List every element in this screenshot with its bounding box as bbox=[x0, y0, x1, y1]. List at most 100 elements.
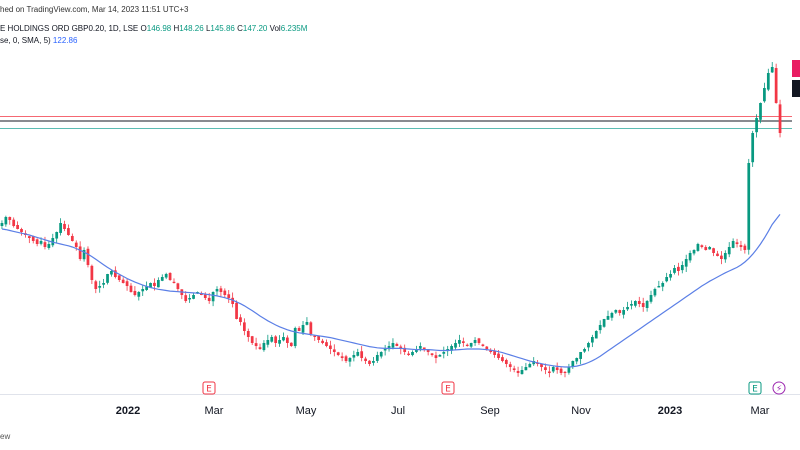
sma-value: 122.86 bbox=[52, 36, 78, 45]
candle bbox=[590, 334, 594, 348]
candle bbox=[637, 296, 641, 308]
horizontal-lines bbox=[0, 116, 792, 129]
candle-body bbox=[716, 253, 719, 256]
candle bbox=[317, 335, 321, 343]
candle bbox=[610, 311, 614, 321]
candle-body bbox=[422, 347, 426, 349]
candle-body bbox=[571, 361, 575, 367]
candle bbox=[438, 354, 442, 357]
earnings-marker[interactable]: E bbox=[202, 381, 216, 395]
candle-body bbox=[465, 344, 469, 346]
candle-body bbox=[458, 340, 461, 344]
candle-body bbox=[610, 313, 614, 318]
candle-body bbox=[59, 223, 62, 233]
candle bbox=[348, 357, 352, 367]
candle bbox=[454, 339, 457, 350]
candle-body bbox=[246, 330, 250, 337]
candle bbox=[141, 285, 145, 296]
marker-glyph: E bbox=[752, 385, 758, 395]
candle-body bbox=[297, 327, 301, 331]
candle bbox=[387, 341, 391, 352]
candle bbox=[184, 291, 188, 303]
candle-body bbox=[117, 275, 121, 280]
candle bbox=[121, 277, 125, 284]
candle-body bbox=[219, 288, 223, 292]
candlesticks bbox=[0, 62, 782, 378]
candle bbox=[356, 348, 360, 357]
candle-body bbox=[305, 322, 309, 325]
earnings-icon bbox=[441, 381, 455, 395]
earnings-marker[interactable]: E bbox=[748, 381, 762, 395]
candle-body bbox=[723, 253, 727, 260]
candle-body bbox=[508, 364, 512, 367]
candle-body bbox=[160, 277, 164, 281]
marker-glyph: ⚡ bbox=[776, 385, 782, 395]
candle bbox=[696, 242, 700, 252]
candle bbox=[4, 215, 8, 227]
candle bbox=[555, 362, 559, 374]
candle-body bbox=[231, 297, 235, 304]
earnings-marker[interactable]: E bbox=[441, 381, 455, 395]
candle bbox=[340, 352, 344, 362]
candle-body bbox=[403, 347, 407, 352]
candle bbox=[700, 244, 704, 249]
candle bbox=[665, 272, 669, 283]
candle bbox=[630, 300, 633, 310]
candle-body bbox=[751, 133, 755, 163]
candle bbox=[164, 272, 168, 280]
candle bbox=[325, 339, 328, 348]
candle bbox=[227, 290, 231, 303]
price-tag-black bbox=[792, 80, 800, 97]
candle-body bbox=[708, 247, 712, 250]
candle bbox=[559, 366, 563, 376]
candle-body bbox=[680, 265, 684, 271]
symbol-label: E HOLDINGS ORD GBP0.20, 1D, LSE bbox=[0, 24, 139, 33]
candle bbox=[763, 82, 766, 103]
candle-body bbox=[0, 223, 4, 226]
sma-label: se, 0, SMA, 5) bbox=[0, 36, 51, 45]
marker-glyph: E bbox=[206, 385, 212, 395]
candle bbox=[289, 342, 293, 347]
candle-body bbox=[12, 219, 16, 226]
candle-body bbox=[411, 352, 414, 356]
footer-text: ew bbox=[0, 432, 11, 441]
candle-body bbox=[641, 303, 645, 307]
candle bbox=[622, 306, 626, 319]
candle-body bbox=[630, 304, 633, 306]
candle bbox=[575, 357, 579, 365]
candle-body bbox=[141, 289, 145, 292]
candle-body bbox=[348, 358, 352, 362]
candle bbox=[172, 278, 176, 284]
candle-body bbox=[254, 343, 258, 346]
candle bbox=[508, 361, 512, 372]
candle bbox=[606, 310, 610, 320]
candle bbox=[583, 347, 586, 353]
candle bbox=[516, 366, 520, 377]
candle-body bbox=[665, 277, 669, 282]
candle-body bbox=[188, 298, 192, 300]
candle-body bbox=[289, 342, 293, 346]
time-axis-label: Sep bbox=[480, 405, 500, 417]
candle-body bbox=[102, 283, 105, 285]
candle-body bbox=[235, 302, 238, 319]
candle bbox=[309, 321, 313, 337]
candle bbox=[219, 285, 223, 298]
event-markers[interactable]: E E E ⚡ bbox=[202, 381, 786, 395]
candle bbox=[759, 102, 762, 124]
candle-body bbox=[274, 336, 278, 343]
candle-body bbox=[544, 367, 547, 370]
candle bbox=[129, 283, 133, 293]
candle-body bbox=[727, 247, 731, 255]
candle-body bbox=[133, 290, 137, 295]
candle-body bbox=[321, 340, 324, 343]
candle bbox=[407, 351, 410, 356]
candle bbox=[403, 344, 407, 355]
split-marker[interactable]: ⚡ bbox=[772, 381, 786, 395]
candle bbox=[391, 338, 395, 350]
candle-body bbox=[16, 224, 19, 229]
candle-body bbox=[770, 67, 774, 73]
candle-body bbox=[704, 247, 708, 250]
candle-body bbox=[774, 68, 778, 103]
candle bbox=[465, 343, 469, 347]
